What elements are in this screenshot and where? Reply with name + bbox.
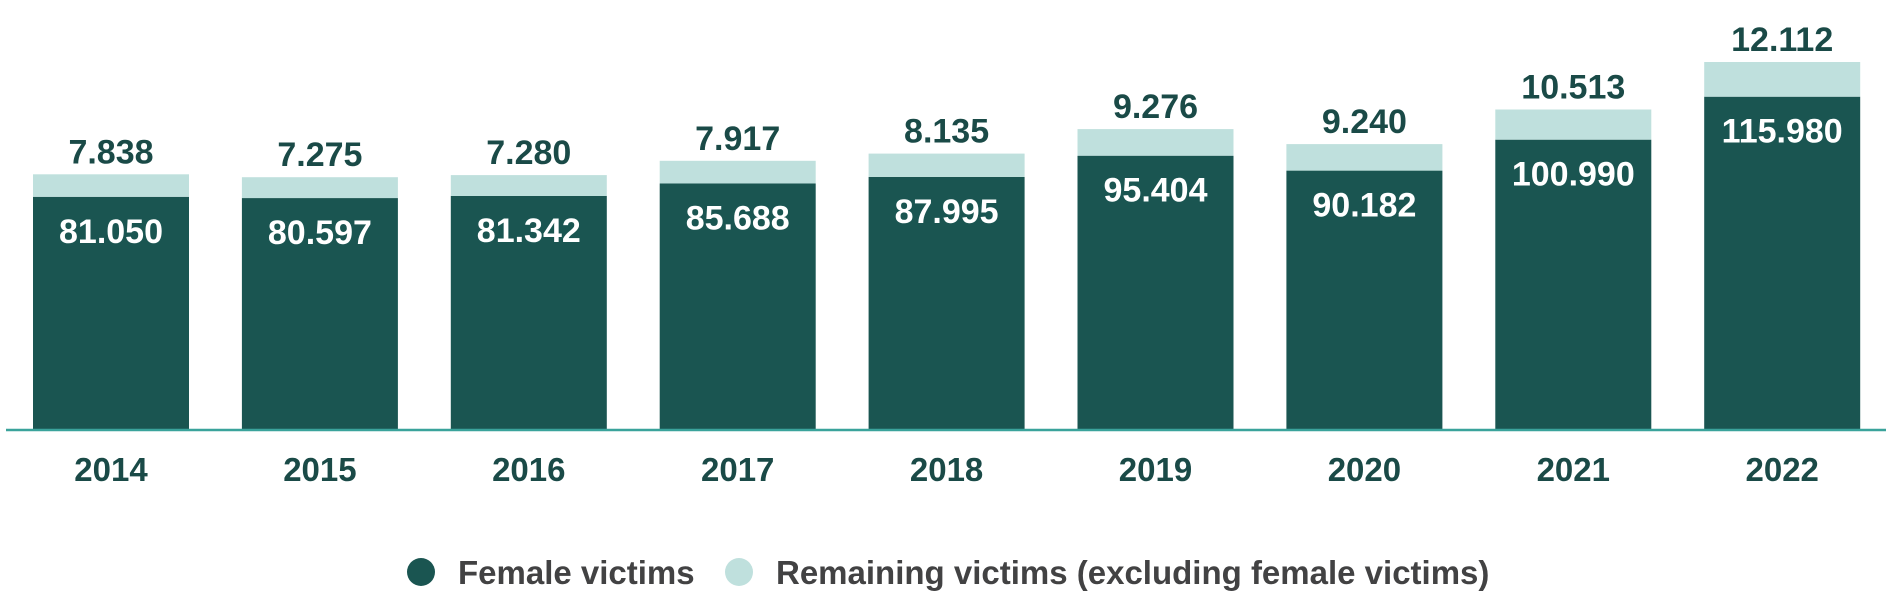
x-tick-label-2015: 2015 xyxy=(283,451,356,488)
value-label-remaining-2014: 7.838 xyxy=(68,133,153,171)
value-label-female-2022: 115.980 xyxy=(1722,113,1843,151)
x-tick-label-2022: 2022 xyxy=(1745,451,1818,488)
x-tick-label-2017: 2017 xyxy=(701,451,774,488)
value-label-female-2021: 100.990 xyxy=(1512,156,1635,194)
legend-label-remaining: Remaining victims (excluding female vict… xyxy=(776,554,1489,591)
x-tick-label-2020: 2020 xyxy=(1328,451,1401,488)
value-labels-layer: 81.050 7.838 80.597 7.275 81.342 7.280 85.688 7… xyxy=(59,21,1843,252)
value-label-female-2016: 81.342 xyxy=(477,212,581,250)
value-label-female-2014: 81.050 xyxy=(59,213,163,251)
value-label-female-2018: 87.995 xyxy=(895,193,999,231)
x-tick-labels: 2014 2015 2016 2017 2018 2019 2020 2021 2022 xyxy=(74,451,1819,488)
value-label-female-2019: 95.404 xyxy=(1104,172,1208,210)
bar-female-2020 xyxy=(1286,170,1443,429)
bar-remaining-2018 xyxy=(868,153,1025,177)
bar-remaining-2015 xyxy=(241,177,398,198)
bar-remaining-2021 xyxy=(1495,109,1652,140)
value-label-remaining-2017: 7.917 xyxy=(695,120,780,158)
x-tick-label-2018: 2018 xyxy=(910,451,983,488)
value-label-female-2020: 90.182 xyxy=(1312,187,1416,225)
bar-remaining-2019 xyxy=(1077,129,1234,156)
bar-remaining-2022 xyxy=(1704,62,1861,97)
value-label-remaining-2016: 7.280 xyxy=(486,134,571,172)
bar-remaining-2017 xyxy=(659,160,816,184)
bar-female-2015 xyxy=(241,198,398,429)
bar-female-2021 xyxy=(1495,139,1652,429)
x-tick-label-2016: 2016 xyxy=(492,451,565,488)
legend-swatch-female xyxy=(407,558,435,586)
x-tick-label-2019: 2019 xyxy=(1119,451,1192,488)
bars-layer xyxy=(33,62,1861,429)
value-label-remaining-2020: 9.240 xyxy=(1322,103,1407,141)
value-label-female-2015: 80.597 xyxy=(268,214,372,252)
value-label-remaining-2019: 9.276 xyxy=(1113,88,1198,126)
value-label-remaining-2022: 12.112 xyxy=(1731,21,1833,59)
legend-swatch-remaining xyxy=(725,558,753,586)
legend: Female victims Remaining victims (excludi… xyxy=(407,554,1489,591)
value-label-remaining-2015: 7.275 xyxy=(277,136,362,174)
bar-female-2017 xyxy=(659,183,816,429)
x-tick-label-2014: 2014 xyxy=(74,451,148,488)
bar-remaining-2020 xyxy=(1286,144,1443,171)
bar-female-2014 xyxy=(33,196,189,429)
bar-remaining-2014 xyxy=(33,174,189,197)
value-label-remaining-2021: 10.513 xyxy=(1521,69,1625,107)
bar-female-2016 xyxy=(450,195,607,429)
value-label-female-2017: 85.688 xyxy=(686,200,790,238)
bar-female-2022 xyxy=(1704,96,1861,429)
legend-label-female: Female victims xyxy=(458,554,695,591)
value-label-remaining-2018: 8.135 xyxy=(904,113,989,151)
bar-female-2018 xyxy=(868,176,1025,429)
bar-female-2019 xyxy=(1077,155,1234,429)
bar-remaining-2016 xyxy=(450,175,607,196)
x-tick-label-2021: 2021 xyxy=(1537,451,1610,488)
